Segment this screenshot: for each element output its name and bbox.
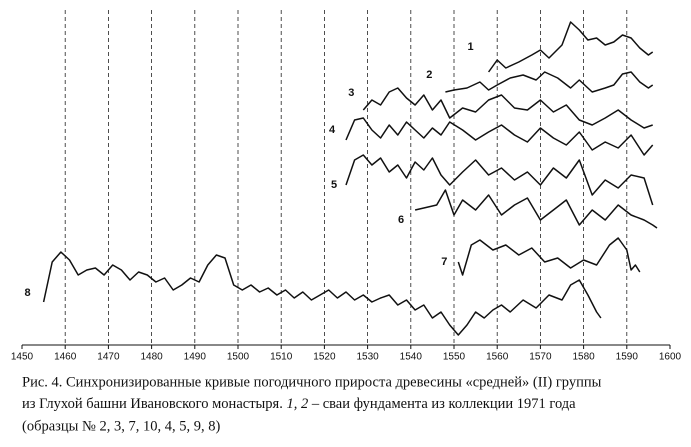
x-tick-label: 1530 xyxy=(356,352,379,363)
curve xyxy=(345,154,654,206)
curve-label: 3 xyxy=(348,87,354,99)
curve xyxy=(457,237,641,276)
x-tick-label: 1560 xyxy=(486,352,509,363)
x-tick-label: 1600 xyxy=(659,352,682,363)
curve-label: 1 xyxy=(467,41,473,53)
curve xyxy=(414,189,658,229)
plot: 1450 1460 1470 1480 1490 1500 1510 1520 1530 1540… xyxy=(11,10,682,363)
caption-text: из Глухой башни Ивановского монастыря. xyxy=(22,396,286,412)
curve xyxy=(345,117,654,156)
curve-label: 2 xyxy=(426,69,432,81)
x-tick-label: 1500 xyxy=(227,352,250,363)
caption-line: Рис. 4. Синхронизированные кривые погоди… xyxy=(22,374,602,390)
curve-label: 7 xyxy=(441,256,447,268)
x-tick-label: 1520 xyxy=(313,352,336,363)
x-tick-label: 1510 xyxy=(270,352,293,363)
curve-label: 6 xyxy=(398,214,404,226)
x-tick-label: 1470 xyxy=(97,352,120,363)
curve-label: 5 xyxy=(331,179,337,191)
x-tick-label: 1580 xyxy=(572,352,595,363)
x-tick-label: 1540 xyxy=(400,352,423,363)
caption-text: 1, 2 xyxy=(286,396,308,412)
x-tick-label: 1590 xyxy=(616,352,639,363)
curve xyxy=(362,87,653,129)
x-tick-label: 1450 xyxy=(11,352,34,363)
curve xyxy=(445,71,654,93)
x-tick-label: 1480 xyxy=(140,352,163,363)
caption-line: (образцы № 2, 3, 7, 10, 4, 5, 9, 8) xyxy=(22,418,220,434)
curve xyxy=(42,251,602,336)
caption-line: из Глухой башни Ивановского монастыря. 1… xyxy=(22,396,576,412)
x-tick-label: 1490 xyxy=(184,352,207,363)
curve-label: 8 xyxy=(25,287,31,299)
curve-label: 4 xyxy=(329,124,336,136)
x-tick-label: 1460 xyxy=(54,352,77,363)
x-tick-label: 1570 xyxy=(529,352,552,363)
curve xyxy=(487,21,654,73)
x-tick-label: 1550 xyxy=(443,352,466,363)
caption-text: – сваи фундамента из коллекции 1971 года xyxy=(308,396,576,412)
